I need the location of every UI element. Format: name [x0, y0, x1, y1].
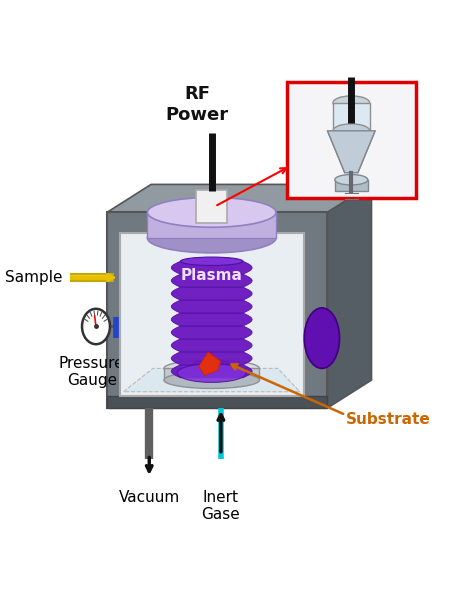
Text: Pressure
Gauge: Pressure Gauge [59, 356, 125, 388]
Text: Substrate: Substrate [346, 412, 430, 427]
Polygon shape [107, 185, 372, 212]
Polygon shape [328, 185, 372, 408]
Bar [287, 82, 416, 198]
Text: RF
Power: RF Power [165, 85, 228, 124]
Ellipse shape [181, 257, 243, 266]
Text: Vacuum: Vacuum [118, 489, 180, 505]
Polygon shape [171, 300, 252, 313]
Ellipse shape [164, 371, 259, 388]
Bar [193, 365, 230, 370]
Ellipse shape [193, 360, 230, 368]
Polygon shape [171, 287, 252, 300]
Polygon shape [171, 339, 252, 352]
Ellipse shape [82, 309, 110, 344]
Ellipse shape [333, 96, 370, 110]
Ellipse shape [177, 364, 246, 382]
Bar [120, 234, 303, 396]
Bar [335, 180, 368, 191]
Polygon shape [171, 313, 252, 326]
Ellipse shape [304, 308, 339, 368]
Ellipse shape [335, 174, 368, 185]
Ellipse shape [164, 360, 259, 377]
Polygon shape [171, 326, 252, 339]
Ellipse shape [147, 197, 276, 227]
Bar [107, 396, 328, 408]
Text: Inert
Gase: Inert Gase [201, 489, 240, 522]
Bar [107, 212, 328, 408]
Ellipse shape [333, 124, 370, 138]
FancyBboxPatch shape [196, 191, 227, 223]
Polygon shape [171, 274, 252, 287]
Text: Plasma: Plasma [181, 268, 243, 283]
Bar [164, 368, 259, 380]
Bar [333, 103, 370, 131]
Ellipse shape [147, 223, 276, 253]
Polygon shape [199, 352, 221, 375]
Text: Sample: Sample [5, 270, 63, 285]
Polygon shape [124, 368, 300, 391]
Polygon shape [171, 365, 252, 378]
Polygon shape [171, 352, 252, 365]
Polygon shape [328, 131, 375, 173]
Polygon shape [171, 261, 252, 274]
Bar [147, 212, 276, 238]
